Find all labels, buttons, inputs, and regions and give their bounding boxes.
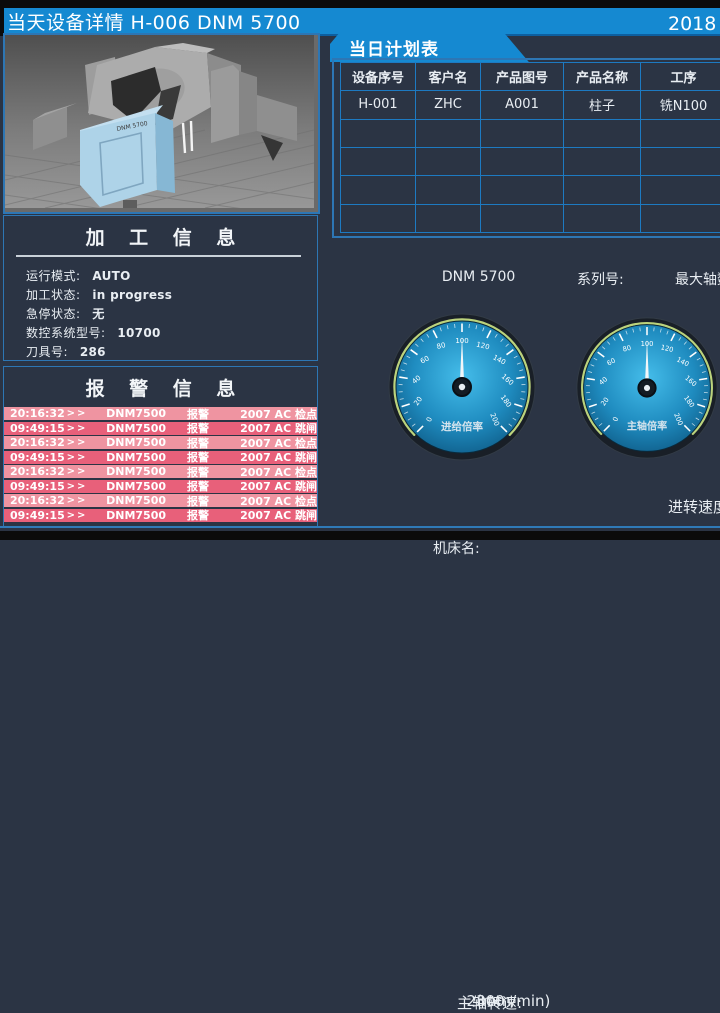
plan-table-header-cell: 工序: [641, 63, 720, 91]
plan-table-cell[interactable]: [481, 205, 564, 233]
svg-text:主轴倍率: 主轴倍率: [627, 419, 667, 432]
plan-table-cell[interactable]: [341, 120, 416, 148]
al-detail: 2007 AC 跳闸: [240, 507, 317, 523]
max-axes-label: 最大轴数: [675, 269, 720, 289]
plan-table-cell[interactable]: [481, 120, 564, 148]
plan-table-cell[interactable]: [641, 176, 720, 204]
al-dev: DNM7500: [92, 436, 177, 449]
al-time: 20:16:32: [4, 494, 62, 507]
plan-table-cell[interactable]: [641, 120, 720, 148]
plan-table-cell[interactable]: 铣N100: [641, 91, 720, 119]
machine-3d-image: DNM 5700: [5, 35, 314, 208]
al-time: 20:16:32: [4, 436, 62, 449]
al-type: 报警: [177, 507, 240, 523]
al-sep: >>: [62, 466, 92, 477]
serial-number-label: 系列号:: [577, 269, 624, 289]
machine-image-panel: DNM 5700: [3, 33, 320, 214]
plan-table-cell[interactable]: [416, 205, 481, 233]
feed-speed-label: 进转速度: [668, 496, 720, 517]
page-title: 当天设备详情 H-006 DNM 5700: [4, 8, 301, 35]
processing-info-fields: 运行模式: AUTO 加工状态: in progress 急停状态: 无 数控系…: [4, 265, 317, 362]
header-date: 2018 年: [668, 9, 720, 36]
plan-table-cell[interactable]: [341, 148, 416, 176]
title-underline: [16, 255, 301, 257]
bottom-black-strip: [0, 531, 720, 540]
plan-table-cell[interactable]: [416, 120, 481, 148]
al-sep: >>: [62, 452, 92, 463]
plan-table-cell[interactable]: [564, 148, 641, 176]
plan-table-cell[interactable]: [564, 176, 641, 204]
al-dev: DNM7500: [92, 407, 177, 420]
field-cnc-model: 数控系统型号: 10700: [26, 324, 317, 343]
plan-table-cell[interactable]: [564, 205, 641, 233]
alarm-info-title: 报 警 信 息: [4, 367, 317, 405]
al-time: 09:49:15: [4, 509, 62, 522]
al-time: 09:49:15: [4, 422, 62, 435]
plan-table-cell[interactable]: 柱子: [564, 91, 641, 119]
plan-table-header-cell: 设备序号: [341, 63, 416, 91]
plan-table-cell[interactable]: [481, 176, 564, 204]
al-sep: >>: [62, 408, 92, 419]
spindle-speed-unit: (mm/min): [476, 992, 550, 1010]
plan-table-cell[interactable]: [416, 176, 481, 204]
plan-table-cell[interactable]: [481, 148, 564, 176]
al-dev: DNM7500: [92, 422, 177, 435]
feed-override-gauge: 020406080100120140160180200进给倍率: [386, 311, 538, 463]
machine-name-value: DNM 5700: [442, 269, 515, 285]
plan-table-cell[interactable]: [641, 205, 720, 233]
al-dev: DNM7500: [92, 465, 177, 478]
plan-table-cell[interactable]: [416, 148, 481, 176]
al-sep: >>: [62, 437, 92, 448]
bottom-divider-line: [0, 526, 720, 528]
header-bar: 当天设备详情 H-006 DNM 5700 2018 年: [4, 8, 720, 36]
plan-table-cell[interactable]: [641, 148, 720, 176]
al-dev: DNM7500: [92, 494, 177, 507]
field-estop-status: 急停状态: 无: [26, 305, 317, 324]
plan-table-cell[interactable]: [341, 176, 416, 204]
al-sep: >>: [62, 495, 92, 506]
spindle-speed-readout: 主轴转速: 2300 (mm/min): [457, 496, 476, 514]
field-run-mode: 运行模式: AUTO: [26, 267, 317, 286]
al-sep: >>: [62, 510, 92, 521]
al-time: 09:49:15: [4, 451, 62, 464]
processing-info-title: 加 工 信 息: [4, 216, 317, 254]
plan-table-cell[interactable]: ZHC: [416, 91, 481, 119]
al-time: 20:16:32: [4, 407, 62, 420]
field-machining-status: 加工状态: in progress: [26, 286, 317, 305]
al-dev: DNM7500: [92, 451, 177, 464]
al-dev: DNM7500: [92, 480, 177, 493]
field-tool-number: 刀具号: 286: [26, 343, 317, 362]
plan-table-cell[interactable]: [341, 205, 416, 233]
plan-table-header-cell: 产品图号: [481, 63, 564, 91]
plan-table-header-cell: 产品名称: [564, 63, 641, 91]
al-time: 09:49:15: [4, 480, 62, 493]
plan-table-cell[interactable]: [564, 120, 641, 148]
al-sep: >>: [62, 423, 92, 434]
plan-table-cell[interactable]: H-001: [341, 91, 416, 119]
plan-table-header-cell: 客户名: [416, 63, 481, 91]
al-dev: DNM7500: [92, 509, 177, 522]
daily-plan-tab-label: 当日计划表: [330, 35, 439, 60]
processing-info-panel: 加 工 信 息 运行模式: AUTO 加工状态: in progress 急停状…: [3, 215, 318, 361]
machine-name-label: 机床名: DNM 5700: [433, 269, 515, 285]
plan-table-cell[interactable]: A001: [481, 91, 564, 119]
svg-text:进给倍率: 进给倍率: [441, 420, 483, 433]
al-time: 20:16:32: [4, 465, 62, 478]
spindle-override-gauge: 020406080100120140160180200主轴倍率: [574, 315, 720, 461]
al-sep: >>: [62, 481, 92, 492]
